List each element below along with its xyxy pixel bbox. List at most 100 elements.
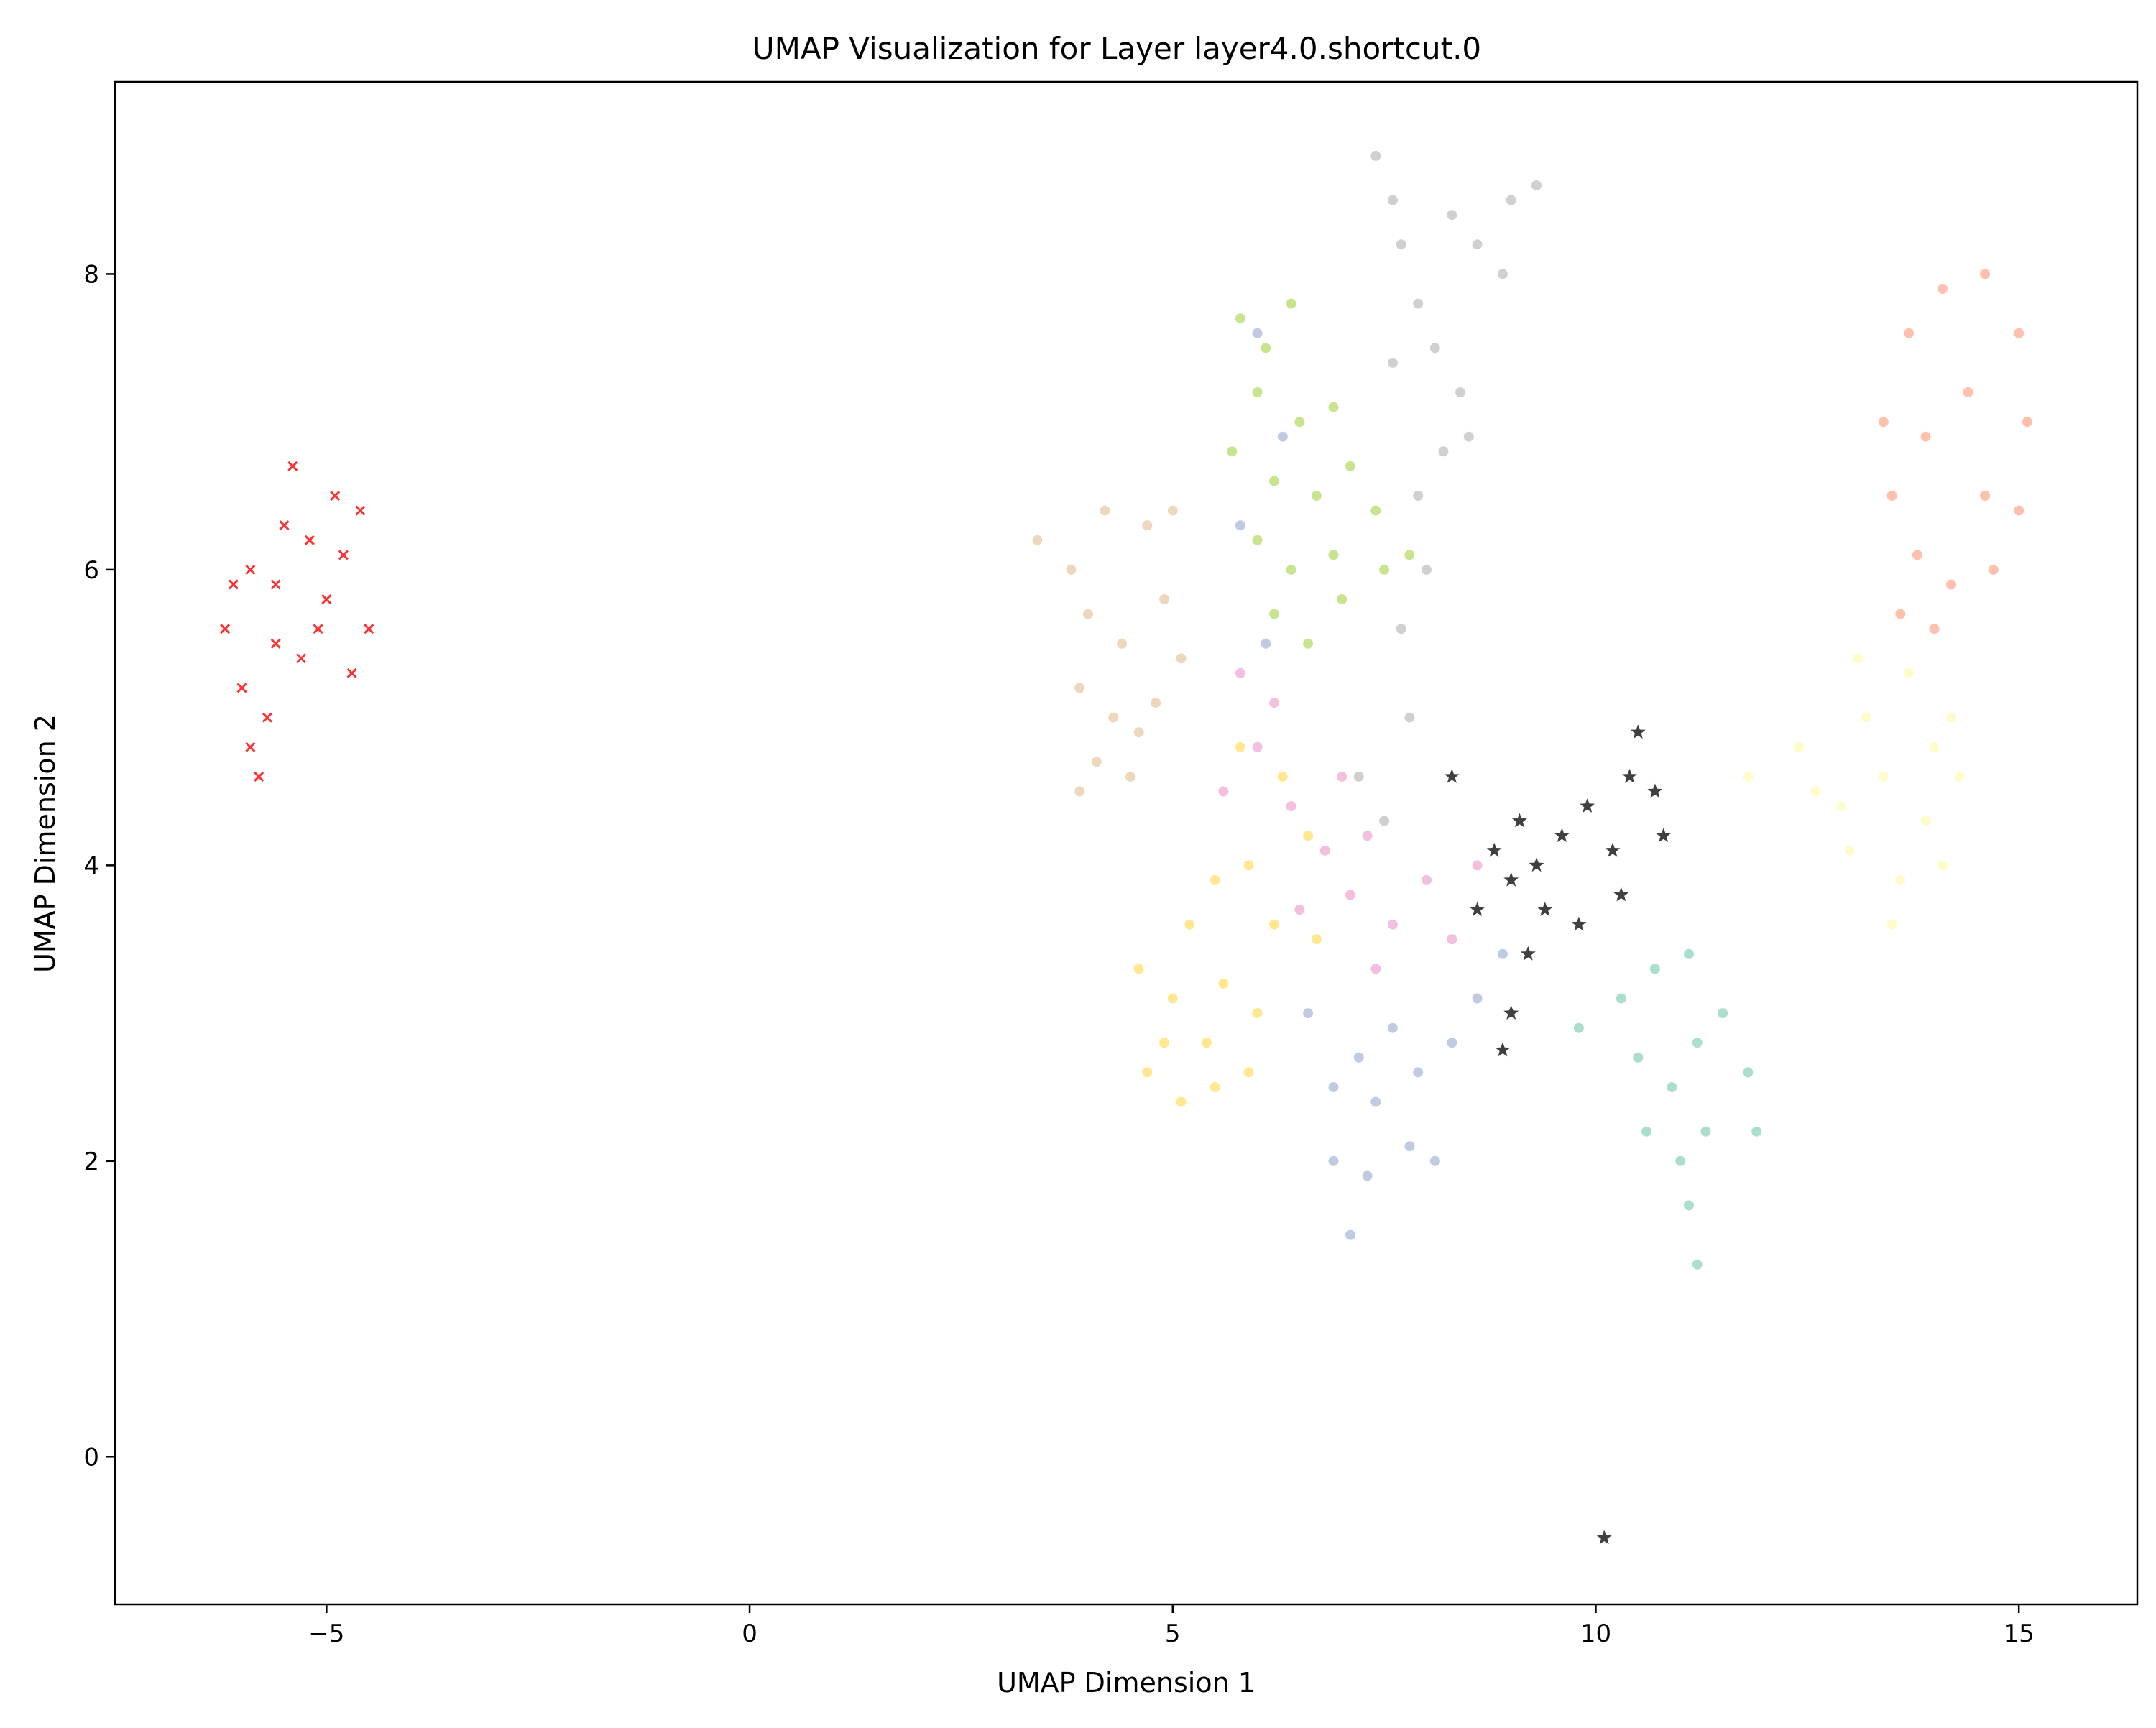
data-point-s9-7 — [1667, 1082, 1677, 1092]
data-point-s3-7 — [1497, 269, 1508, 279]
data-point-s1-2 — [1100, 505, 1110, 516]
data-point-s6-15 — [1311, 934, 1322, 945]
data-point-s2-1 — [1261, 343, 1271, 354]
data-point-s0-8 — [287, 461, 298, 471]
data-point-s4-4 — [2014, 328, 2024, 338]
series-0 — [220, 461, 374, 782]
data-point-s2-18 — [1337, 594, 1348, 604]
data-point-s7-4 — [1345, 890, 1355, 900]
data-point-s9-11 — [1751, 1126, 1762, 1137]
data-point-s8-16 — [1235, 520, 1245, 531]
data-point-s5-2 — [1835, 801, 1846, 812]
data-point-s2-12 — [1286, 564, 1296, 575]
data-point-s2-9 — [1345, 461, 1355, 471]
y-tick-label: 2 — [83, 1147, 99, 1176]
data-point-s10-8 — [1580, 798, 1595, 813]
data-point-s9-6 — [1692, 1038, 1703, 1048]
data-point-s6-14 — [1235, 741, 1245, 752]
data-point-s7-12 — [1269, 698, 1279, 708]
data-point-s9-13 — [1692, 1259, 1703, 1270]
data-point-s4-15 — [1929, 624, 1940, 634]
data-point-s2-7 — [1269, 476, 1279, 486]
data-point-s1-9 — [1108, 712, 1119, 723]
data-point-s8-10 — [1497, 948, 1508, 959]
data-point-s10-19 — [1444, 768, 1460, 783]
data-point-s2-13 — [1328, 550, 1339, 560]
data-point-s1-6 — [1117, 638, 1128, 649]
data-point-s3-11 — [1455, 387, 1466, 397]
data-point-s10-6 — [1520, 946, 1536, 961]
data-point-s1-10 — [1151, 698, 1161, 708]
data-point-s10-15 — [1571, 916, 1587, 931]
series-3 — [1353, 150, 1542, 826]
data-point-s7-3 — [1319, 845, 1330, 856]
data-point-s1-13 — [1074, 786, 1085, 797]
y-axis-label: UMAP Dimension 2 — [29, 714, 61, 973]
data-point-s8-15 — [1277, 431, 1288, 442]
series-1 — [1032, 505, 1187, 797]
data-point-s2-4 — [1294, 417, 1305, 428]
data-point-s3-16 — [1396, 624, 1406, 634]
data-point-s1-14 — [1176, 653, 1187, 664]
data-point-s7-1 — [1252, 741, 1263, 752]
data-point-s0-5 — [270, 638, 281, 649]
data-point-s6-5 — [1243, 1067, 1254, 1078]
data-point-s10-1 — [1486, 842, 1502, 857]
data-point-s0-14 — [346, 667, 357, 678]
data-point-s6-10 — [1243, 860, 1254, 871]
data-point-s6-17 — [1201, 1038, 1212, 1048]
data-point-s10-5 — [1537, 902, 1553, 916]
data-point-s6-2 — [1142, 1067, 1153, 1078]
data-point-s7-7 — [1387, 919, 1398, 930]
data-point-s4-5 — [2022, 417, 2032, 428]
data-point-s10-18 — [1596, 1530, 1612, 1545]
data-point-s0-15 — [295, 653, 307, 664]
data-point-s8-12 — [1328, 1082, 1339, 1092]
data-point-s9-5 — [1743, 1067, 1754, 1078]
x-tick-label: 5 — [1165, 1620, 1181, 1648]
data-point-s9-10 — [1700, 1126, 1711, 1137]
data-point-s4-12 — [1963, 387, 1973, 397]
data-point-s8-13 — [1303, 1008, 1314, 1019]
data-point-s0-0 — [220, 624, 231, 634]
data-point-s10-10 — [1622, 768, 1637, 783]
data-point-s0-2 — [245, 741, 256, 752]
data-point-s8-17 — [1261, 638, 1271, 649]
data-point-s5-6 — [1878, 771, 1889, 782]
data-point-s6-1 — [1159, 1038, 1169, 1048]
data-point-s4-6 — [2014, 505, 2024, 516]
data-point-s9-14 — [1633, 1052, 1644, 1063]
data-point-s10-3 — [1512, 813, 1527, 828]
data-point-s2-2 — [1286, 298, 1296, 309]
scatter-points — [220, 150, 2032, 1545]
data-point-s5-0 — [1743, 771, 1754, 782]
data-point-s1-4 — [1167, 505, 1178, 516]
data-point-s7-10 — [1472, 860, 1483, 871]
data-point-s9-8 — [1641, 1126, 1652, 1137]
data-point-s9-0 — [1573, 1022, 1584, 1033]
data-point-s5-10 — [1895, 874, 1906, 885]
data-point-s1-5 — [1083, 609, 1093, 619]
data-point-s4-11 — [1920, 431, 1931, 442]
data-point-s2-17 — [1303, 638, 1314, 649]
data-point-s9-12 — [1684, 1200, 1694, 1211]
data-point-s3-8 — [1413, 298, 1424, 309]
x-tick-label: 15 — [2004, 1620, 2035, 1648]
data-point-s4-9 — [1912, 550, 1922, 560]
data-point-s8-14 — [1252, 328, 1263, 338]
data-point-s7-14 — [1370, 964, 1381, 974]
data-point-s6-11 — [1269, 919, 1279, 930]
data-point-s2-14 — [1379, 564, 1390, 575]
data-point-s7-11 — [1337, 771, 1348, 782]
data-point-s0-12 — [355, 505, 366, 516]
series-4 — [1878, 269, 2032, 634]
data-point-s10-0 — [1470, 902, 1485, 916]
data-point-s7-6 — [1362, 831, 1373, 841]
x-axis-ticks: −5 0 5 10 15 — [308, 1604, 2035, 1648]
data-point-s9-9 — [1675, 1155, 1686, 1166]
y-tick-label: 4 — [83, 851, 99, 880]
data-point-s2-0 — [1235, 313, 1245, 324]
data-point-s1-0 — [1032, 535, 1043, 545]
data-point-s2-16 — [1269, 609, 1279, 619]
